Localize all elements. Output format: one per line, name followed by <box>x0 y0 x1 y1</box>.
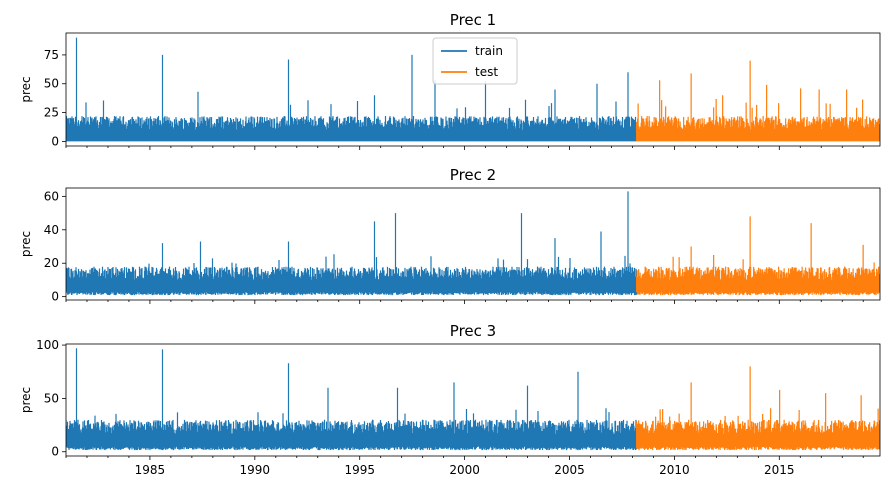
y-tick-label: 20 <box>44 256 59 270</box>
axes-frame <box>65 343 881 457</box>
x-tick-label: 2015 <box>764 463 795 477</box>
subplot-1: 0 25 50 75 Prec 1 prec train test <box>19 11 881 150</box>
subplot-title: Prec 3 <box>450 322 496 340</box>
y-tick-label: 0 <box>51 290 59 304</box>
series-test-line <box>636 60 880 142</box>
legend-label-test: test <box>475 65 498 79</box>
y-tick-label: 50 <box>44 77 59 91</box>
x-tick-label: 1985 <box>135 463 166 477</box>
x-tick-label: 1995 <box>344 463 375 477</box>
x-tick-label: 1990 <box>240 463 271 477</box>
series-train-line <box>66 37 638 142</box>
legend-label-train: train <box>475 44 503 58</box>
series-train-line <box>66 348 638 451</box>
y-axis-label: prec <box>19 387 33 413</box>
legend: train test <box>432 37 518 85</box>
subplot-title: Prec 2 <box>450 166 496 184</box>
y-tick-label: 40 <box>44 223 59 237</box>
subplot-3: 0 50 100 1985 1990 1995 2000 2005 2010 2015 Prec 3… <box>19 322 881 477</box>
series-test-line <box>636 366 880 451</box>
subplot-2: 0 20 40 60 Prec 2 prec <box>19 166 881 304</box>
y-axis-label: prec <box>19 231 33 257</box>
y-tick-label: 25 <box>44 106 59 120</box>
y-tick-label: 100 <box>36 338 59 352</box>
x-tick-label: 2010 <box>659 463 690 477</box>
y-tick-label: 0 <box>51 134 59 148</box>
x-tick-label: 2000 <box>449 463 480 477</box>
y-tick-label: 75 <box>44 48 59 62</box>
x-tick-label: 2005 <box>554 463 585 477</box>
subplot-title: Prec 1 <box>450 11 496 29</box>
series-train-line <box>66 191 638 296</box>
y-tick-label: 60 <box>44 189 59 203</box>
axes-frame <box>65 187 881 301</box>
axes-frame <box>65 32 881 147</box>
y-tick-label: 50 <box>44 391 59 405</box>
y-axis-label: prec <box>19 76 33 102</box>
y-tick-label: 0 <box>51 445 59 459</box>
series-test-line <box>636 216 880 296</box>
